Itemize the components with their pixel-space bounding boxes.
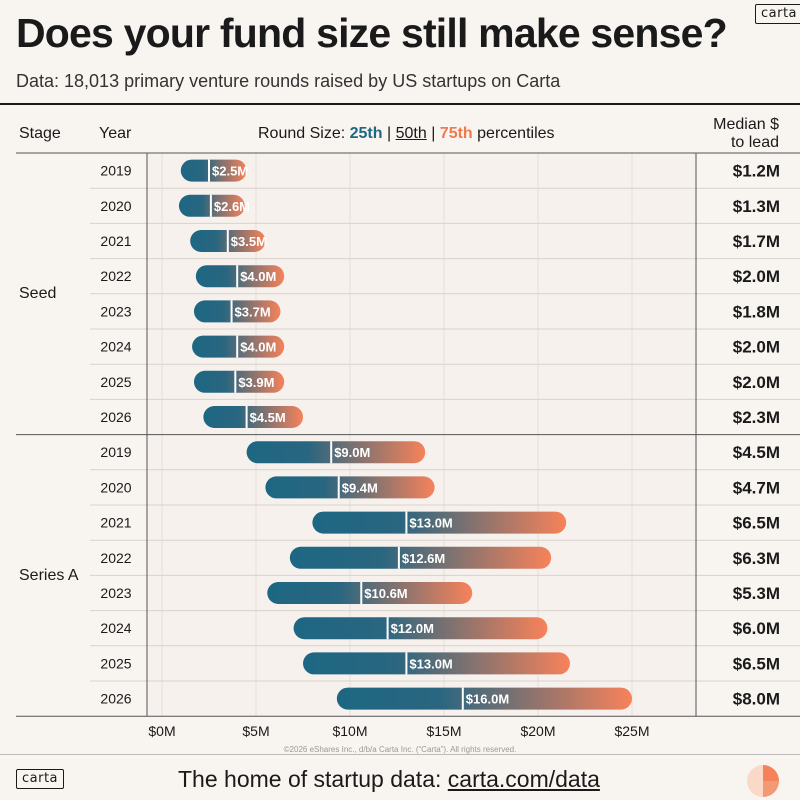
median-value-label: $2.6M xyxy=(214,199,250,214)
median-value-label: $4.5M xyxy=(250,410,286,425)
range-bar xyxy=(312,511,567,534)
range-bar xyxy=(303,652,570,675)
median-to-lead-value: $2.3M xyxy=(733,408,780,427)
median-to-lead-value: $2.0M xyxy=(733,267,780,286)
year-label: 2023 xyxy=(100,585,131,601)
median-to-lead-value: $2.0M xyxy=(733,338,780,357)
median-to-lead-value: $8.0M xyxy=(733,690,780,709)
x-tick-label: $20M xyxy=(520,723,555,739)
round-size-prefix: Round Size: xyxy=(258,125,346,142)
x-tick-label: $5M xyxy=(242,723,269,739)
legend-75th: 75th xyxy=(439,125,473,142)
median-to-lead-value: $5.3M xyxy=(733,584,780,603)
median-header-line2: to lead xyxy=(730,134,779,151)
footer-divider xyxy=(0,754,800,755)
year-label: 2024 xyxy=(100,620,131,636)
year-label: 2025 xyxy=(100,655,131,671)
range-bar xyxy=(203,406,303,428)
range-bar xyxy=(267,582,473,604)
median-to-lead-value: $4.7M xyxy=(733,478,780,497)
range-bar xyxy=(180,159,247,182)
year-label: 2021 xyxy=(100,515,131,531)
legend-separator: | xyxy=(386,125,392,142)
median-value-label: $3.5M xyxy=(231,234,267,249)
year-label: 2021 xyxy=(100,233,131,249)
range-bar xyxy=(195,265,285,288)
carta-logo: carta xyxy=(16,769,65,789)
range-bar xyxy=(265,476,435,499)
median-to-lead-value: $1.3M xyxy=(733,197,780,216)
median-value-label: $4.0M xyxy=(240,340,276,355)
header-divider xyxy=(0,103,800,105)
year-label: 2019 xyxy=(100,163,131,179)
range-bar xyxy=(246,441,426,464)
range-bar xyxy=(289,546,552,569)
median-value-label: $2.5M xyxy=(212,164,248,179)
carta-data-link[interactable]: carta.com/data xyxy=(447,766,600,792)
median-value-label: $16.0M xyxy=(466,692,509,707)
footer-tagline: The home of startup data: carta.com/data xyxy=(178,766,600,793)
stage-column-header: Stage xyxy=(19,125,61,142)
x-tick-label: $10M xyxy=(332,723,367,739)
median-value-label: $9.4M xyxy=(342,480,378,495)
range-bar xyxy=(336,687,632,710)
year-label: 2026 xyxy=(100,691,131,707)
stage-label-series-a: Series A xyxy=(19,567,79,584)
median-to-lead-value: $1.7M xyxy=(733,232,780,251)
round-size-header: Round Size: 25th | 50th | 75th percentil… xyxy=(258,125,555,143)
year-label: 2022 xyxy=(100,550,131,566)
round-size-suffix: percentiles xyxy=(477,125,555,142)
median-header-line1: Median $ xyxy=(713,116,779,133)
median-value-label: $12.6M xyxy=(402,551,445,566)
median-value-label: $9.0M xyxy=(334,445,370,460)
page-title: Does your fund size still make sense? xyxy=(16,10,728,56)
year-column-header: Year xyxy=(99,125,132,142)
median-value-label: $13.0M xyxy=(409,656,452,671)
range-bar xyxy=(293,617,548,640)
x-tick-label: $25M xyxy=(614,723,649,739)
median-value-label: $10.6M xyxy=(364,586,407,601)
year-label: 2025 xyxy=(100,374,131,390)
median-to-lead-value: $6.5M xyxy=(733,514,780,533)
page-subtitle: Data: 18,013 primary venture rounds rais… xyxy=(16,71,561,91)
year-label: 2023 xyxy=(100,303,131,319)
tagline-text: The home of startup data: xyxy=(178,766,442,792)
median-value-label: $3.7M xyxy=(235,304,271,319)
range-bar xyxy=(193,300,281,323)
median-value-label: $3.9M xyxy=(238,375,274,390)
year-label: 2020 xyxy=(100,479,131,495)
year-label: 2024 xyxy=(100,339,131,355)
median-value-label: $13.0M xyxy=(409,516,452,531)
year-label: 2019 xyxy=(100,444,131,460)
median-to-lead-value: $6.5M xyxy=(733,654,780,673)
year-label: 2020 xyxy=(100,198,131,214)
median-to-lead-value: $4.5M xyxy=(733,443,780,462)
x-tick-label: $0M xyxy=(148,723,175,739)
median-value-label: $12.0M xyxy=(391,621,434,636)
median-to-lead-header: Median $ to lead xyxy=(713,116,779,152)
year-label: 2022 xyxy=(100,268,131,284)
median-value-label: $4.0M xyxy=(240,269,276,284)
stage-label-seed: Seed xyxy=(19,285,57,302)
median-to-lead-value: $6.3M xyxy=(733,549,780,568)
year-label: 2026 xyxy=(100,409,131,425)
median-to-lead-value: $2.0M xyxy=(733,373,780,392)
legend-separator: | xyxy=(431,125,436,142)
median-to-lead-value: $1.2M xyxy=(733,162,780,181)
x-tick-label: $15M xyxy=(426,723,461,739)
carta-mark-icon xyxy=(747,765,779,797)
legend-25th: 25th xyxy=(349,125,383,142)
legend-50th: 50th xyxy=(395,125,427,142)
median-to-lead-value: $6.0M xyxy=(733,619,780,638)
copyright-notice: ©2026 eShares Inc., d/b/a Carta Inc. (“C… xyxy=(283,745,517,754)
carta-logo: carta xyxy=(755,4,800,24)
range-bar xyxy=(193,370,285,393)
median-to-lead-value: $1.8M xyxy=(733,302,780,321)
